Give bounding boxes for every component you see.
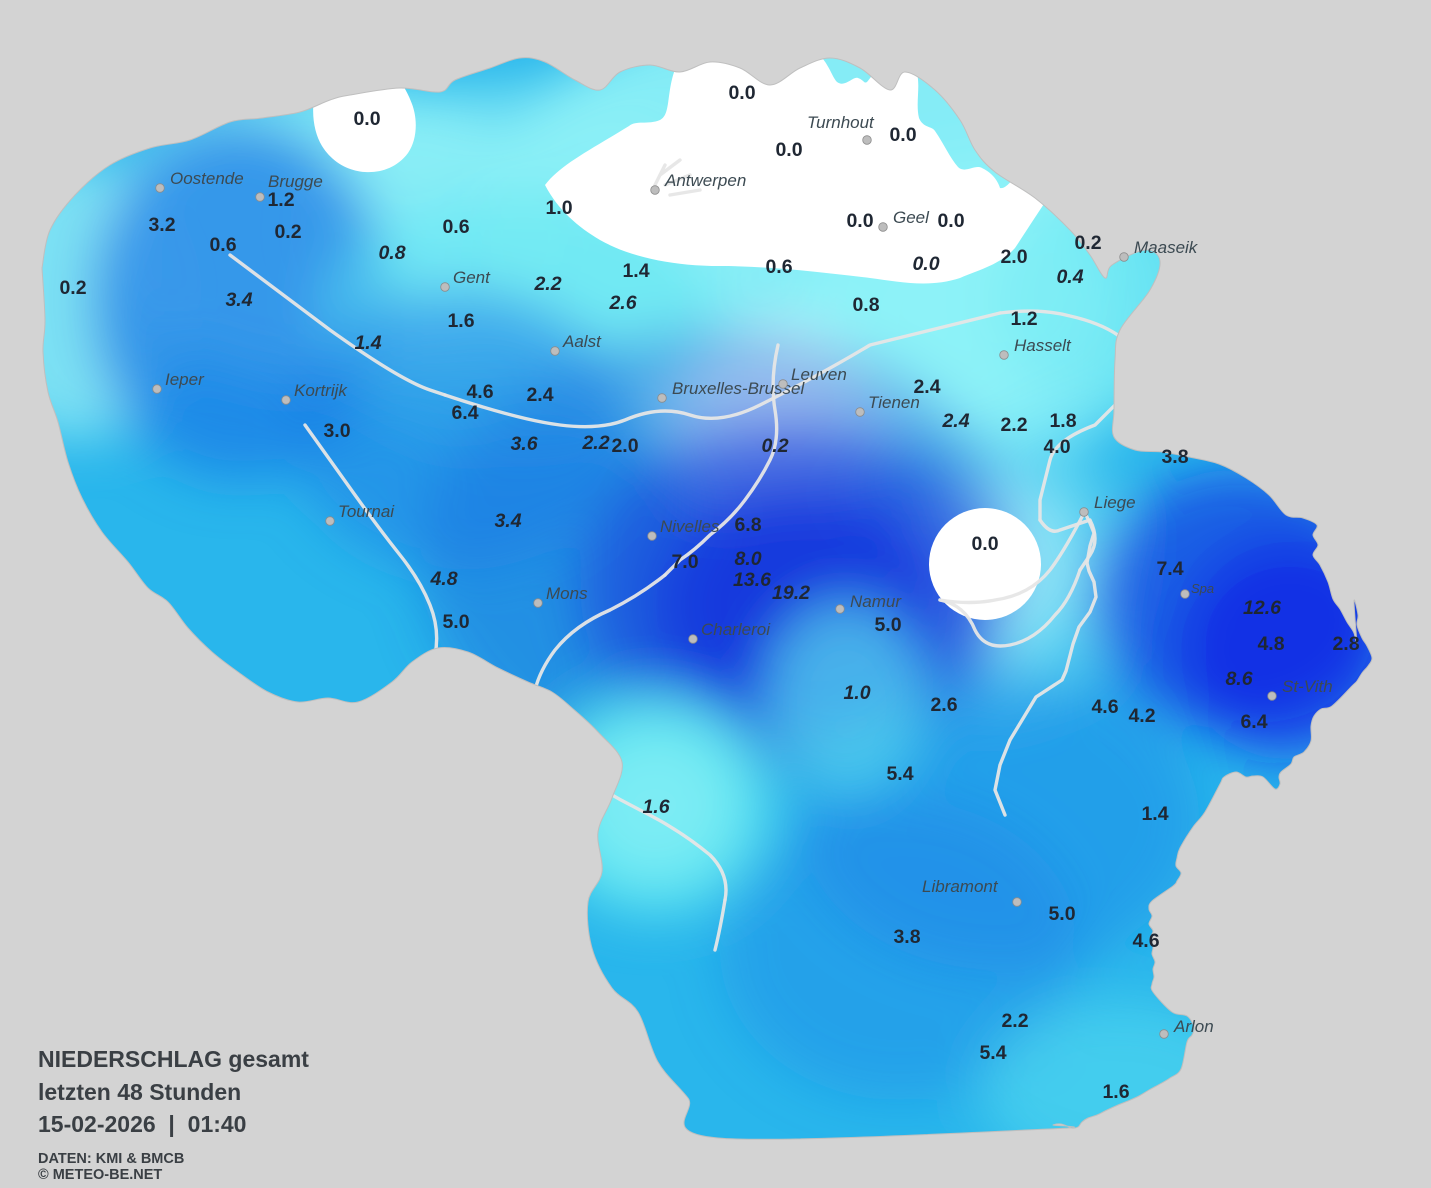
svg-text:8.0: 8.0 [734,548,761,570]
svg-text:3.2: 3.2 [148,214,175,236]
svg-text:0.0: 0.0 [937,210,964,232]
svg-text:5.0: 5.0 [1048,903,1075,925]
svg-text:0.2: 0.2 [1074,232,1101,254]
svg-text:0.2: 0.2 [59,277,86,299]
svg-text:3.8: 3.8 [893,926,920,948]
svg-text:1.0: 1.0 [843,682,870,704]
svg-text:2.6: 2.6 [608,292,636,314]
svg-text:0.6: 0.6 [442,216,469,238]
svg-text:4.6: 4.6 [466,381,493,403]
svg-text:0.0: 0.0 [728,82,755,104]
svg-text:Libramont: Libramont [922,877,999,896]
svg-text:0.0: 0.0 [353,108,380,130]
svg-text:4.8: 4.8 [429,568,457,590]
svg-text:2.6: 2.6 [930,694,957,716]
svg-text:8.6: 8.6 [1225,668,1252,690]
svg-text:2.0: 2.0 [1000,246,1027,268]
svg-text:1.6: 1.6 [447,310,474,332]
svg-text:6.8: 6.8 [734,514,761,536]
svg-text:2.2: 2.2 [533,273,561,295]
svg-text:4.6: 4.6 [1091,696,1118,718]
svg-text:7.0: 7.0 [671,551,698,573]
svg-text:Gent: Gent [453,268,491,287]
svg-text:1.8: 1.8 [1049,410,1076,432]
svg-text:5.0: 5.0 [442,611,469,633]
svg-text:2.8: 2.8 [1332,633,1359,655]
svg-text:2.2: 2.2 [1001,1010,1028,1032]
svg-text:6.4: 6.4 [451,402,478,424]
svg-text:0.6: 0.6 [765,256,792,278]
svg-text:3.4: 3.4 [225,289,252,311]
svg-text:1.2: 1.2 [267,189,294,211]
svg-text:1.2: 1.2 [1010,308,1037,330]
svg-text:Aalst: Aalst [562,332,602,351]
svg-text:1.6: 1.6 [642,796,669,818]
svg-text:12.6: 12.6 [1243,597,1281,619]
svg-text:2.4: 2.4 [526,384,553,406]
svg-text:6.4: 6.4 [1240,711,1267,733]
svg-text:St-Vith: St-Vith [1282,677,1333,696]
svg-text:1.4: 1.4 [354,332,381,354]
svg-text:Kortrijk: Kortrijk [294,381,348,400]
svg-text:3.4: 3.4 [494,510,521,532]
svg-text:2.4: 2.4 [913,376,940,398]
svg-text:19.2: 19.2 [772,582,810,604]
svg-text:0.0: 0.0 [971,533,998,555]
svg-text:5.0: 5.0 [874,614,901,636]
svg-text:2.2: 2.2 [1000,414,1027,436]
svg-text:Nivelles: Nivelles [660,517,720,536]
svg-text:Antwerpen: Antwerpen [664,171,746,190]
svg-text:Ieper: Ieper [165,370,205,389]
svg-text:Arlon: Arlon [1173,1017,1214,1036]
svg-text:Tienen: Tienen [868,393,920,412]
svg-text:Leuven: Leuven [791,365,847,384]
svg-text:Tournai: Tournai [338,502,395,521]
svg-text:0.0: 0.0 [912,253,939,275]
svg-text:0.0: 0.0 [846,210,873,232]
svg-text:Liege: Liege [1094,493,1136,512]
svg-text:0.0: 0.0 [889,124,916,146]
svg-text:2.0: 2.0 [611,435,638,457]
svg-text:Hasselt: Hasselt [1014,336,1072,355]
svg-text:0.6: 0.6 [209,234,236,256]
svg-text:2.2: 2.2 [581,432,609,454]
svg-text:Mons: Mons [546,584,588,603]
svg-text:0.8: 0.8 [378,242,405,264]
svg-text:2.4: 2.4 [941,410,969,432]
svg-text:1.6: 1.6 [1102,1081,1129,1103]
svg-text:0.2: 0.2 [274,221,301,243]
svg-text:Turnhout: Turnhout [807,113,875,132]
svg-text:0.8: 0.8 [852,294,879,316]
svg-text:Geel: Geel [893,208,930,227]
svg-text:Namur: Namur [850,592,902,611]
svg-text:3.6: 3.6 [510,433,537,455]
svg-text:4.8: 4.8 [1257,633,1284,655]
svg-text:3.8: 3.8 [1161,446,1188,468]
svg-text:0.0: 0.0 [775,139,802,161]
svg-text:Spa: Spa [1191,581,1214,596]
svg-text:4.2: 4.2 [1128,705,1155,727]
svg-text:0.2: 0.2 [761,435,788,457]
svg-text:13.6: 13.6 [733,569,771,591]
svg-text:Charleroi: Charleroi [701,620,771,639]
svg-text:5.4: 5.4 [886,763,913,785]
svg-text:5.4: 5.4 [979,1042,1006,1064]
svg-text:Oostende: Oostende [170,169,244,188]
svg-text:1.0: 1.0 [545,197,572,219]
svg-text:1.4: 1.4 [622,260,649,282]
svg-text:4.6: 4.6 [1132,930,1159,952]
svg-text:1.4: 1.4 [1141,803,1168,825]
svg-text:Maaseik: Maaseik [1134,238,1199,257]
svg-text:0.4: 0.4 [1056,266,1083,288]
svg-text:3.0: 3.0 [323,420,350,442]
svg-text:7.4: 7.4 [1156,558,1183,580]
svg-text:4.0: 4.0 [1043,436,1070,458]
